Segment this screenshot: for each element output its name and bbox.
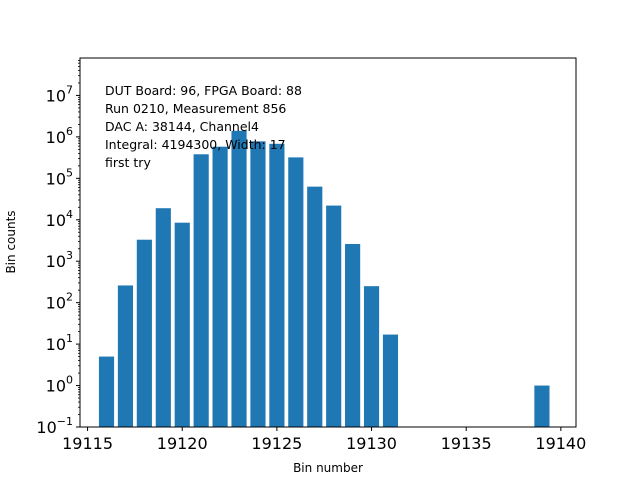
- plot-frame: [79, 57, 577, 428]
- bar-19124: [250, 141, 266, 427]
- bar-19119: [155, 208, 171, 427]
- bar-19130: [363, 286, 380, 427]
- x-axis-label: Bin number: [293, 461, 363, 475]
- bar-19129: [345, 244, 361, 427]
- annotation-line-board: DUT Board: 96, FPGA Board: 88: [105, 83, 302, 98]
- bar-19123: [231, 130, 247, 427]
- x-tick-label: 19135: [441, 434, 492, 453]
- y-tick-label: 105: [46, 166, 73, 188]
- y-tick-label: 103: [46, 249, 73, 271]
- y-tick-label: 107: [46, 83, 73, 105]
- bar-19117: [117, 285, 134, 427]
- annotation-line-dac: DAC A: 38144, Channel4: [105, 119, 259, 134]
- annotation-line-run: Run 0210, Measurement 856: [105, 101, 286, 116]
- x-tick-label: 19120: [157, 434, 208, 453]
- y-tick-label: 101: [46, 332, 73, 354]
- x-axis: 19115 19120 19125 19130 19135 19140: [62, 427, 586, 453]
- x-tick-label: 19140: [535, 434, 586, 453]
- bar-19125: [269, 143, 285, 427]
- bar-19131: [382, 334, 399, 427]
- annotation-line-note: first try: [105, 155, 151, 170]
- x-tick-label: 19115: [62, 434, 113, 453]
- bar-19127: [307, 186, 323, 427]
- bar-19139: [534, 385, 550, 427]
- bar-19116: [98, 356, 115, 427]
- x-tick-label: 19125: [251, 434, 302, 453]
- annotation-box: DUT Board: 96, FPGA Board: 88 Run 0210, …: [105, 83, 302, 170]
- bar-19126: [288, 157, 304, 427]
- y-axis-label: Bin counts: [4, 210, 18, 273]
- bar-19122: [212, 146, 228, 427]
- bars-group: [98, 130, 550, 428]
- y-tick-label: 100: [46, 374, 73, 396]
- bar-19120: [174, 222, 190, 427]
- bar-19128: [326, 205, 342, 427]
- annotation-line-integral: Integral: 4194300, Width: 17: [105, 137, 286, 152]
- bar-19121: [193, 154, 209, 428]
- y-axis: 10−1 100 101 102 103 104 105 106 107: [36, 60, 80, 437]
- bar-19118: [136, 239, 152, 427]
- y-tick-label: 106: [46, 125, 73, 147]
- y-tick-label: 10−1: [36, 415, 73, 437]
- x-tick-label: 19130: [346, 434, 397, 453]
- y-tick-label: 102: [46, 291, 73, 313]
- y-tick-label: 104: [46, 208, 73, 230]
